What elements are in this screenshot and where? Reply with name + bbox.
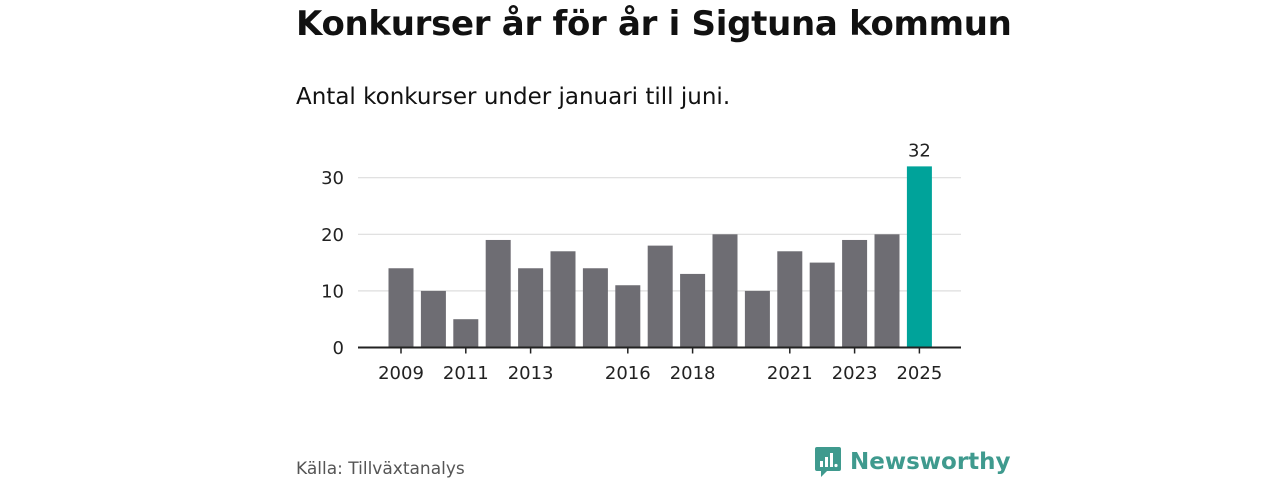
y-tick-label: 0 — [333, 338, 344, 359]
bar — [388, 268, 414, 348]
newsworthy-logo: Newsworthy — [814, 446, 1011, 478]
bar — [712, 234, 738, 348]
bar — [647, 245, 673, 348]
y-tick-label: 30 — [321, 168, 344, 189]
newsworthy-logo-icon — [815, 447, 841, 477]
x-tick-label: 2025 — [896, 363, 942, 384]
y-tick-label: 10 — [321, 281, 344, 302]
bar — [615, 285, 641, 348]
bar — [518, 268, 544, 348]
x-tick-label: 2009 — [378, 363, 424, 384]
data-label: 32 — [908, 140, 931, 161]
x-axis-ticks — [400, 347, 921, 354]
bar — [906, 166, 932, 348]
bar — [453, 319, 479, 348]
x-tick-label: 2021 — [767, 363, 813, 384]
brand-name: Newsworthy — [850, 449, 1011, 475]
chart-title: Konkurser år för år i Sigtuna kommun — [296, 4, 1012, 44]
bar — [420, 290, 446, 348]
chart-subtitle: Antal konkurser under januari till juni. — [296, 84, 731, 110]
bar — [680, 273, 706, 348]
x-axis-labels: 2009 2011 2013 2016 2018 2021 2023 2025 — [378, 363, 942, 384]
y-tick-label: 20 — [321, 225, 344, 246]
source-note: Källa: Tillväxtanalys — [296, 459, 465, 479]
bar — [842, 239, 868, 348]
bar — [550, 251, 576, 348]
x-tick-label: 2023 — [832, 363, 878, 384]
bar — [809, 262, 835, 348]
bar — [874, 234, 900, 348]
bars — [388, 166, 932, 348]
x-tick-label: 2018 — [670, 363, 716, 384]
bar — [485, 239, 511, 348]
bar — [582, 268, 608, 348]
bar — [744, 290, 770, 348]
x-tick-label: 2011 — [443, 363, 489, 384]
x-tick-label: 2013 — [508, 363, 554, 384]
data-labels: 32 — [908, 140, 931, 161]
x-tick-label: 2016 — [605, 363, 651, 384]
bar — [777, 251, 803, 348]
y-axis-labels: 0 10 20 30 — [321, 168, 344, 359]
